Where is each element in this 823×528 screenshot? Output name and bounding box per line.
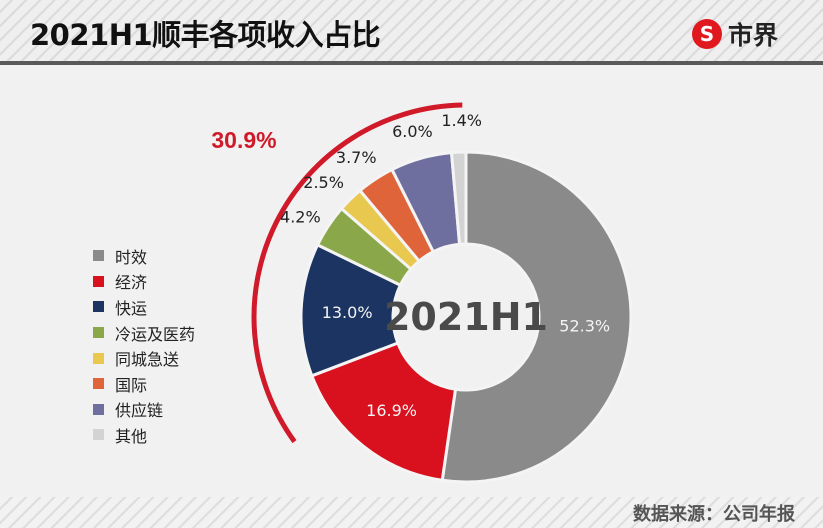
donut-segment <box>449 150 468 246</box>
value-label: 3.7% <box>336 148 377 167</box>
legend-label: 冷运及医药 <box>115 324 196 344</box>
brand-logo: S 市界 <box>692 16 778 52</box>
center-label: 2021H1 <box>384 295 548 339</box>
legend-label: 快运 <box>115 298 148 318</box>
legend-label: 同城急送 <box>115 350 180 370</box>
legend-swatch <box>93 250 104 262</box>
legend-item: 经济 <box>93 269 195 295</box>
donut-segment <box>440 150 633 484</box>
footer-bar <box>0 497 823 528</box>
donut-segment <box>309 341 458 482</box>
logo-text: 市界 <box>728 21 779 50</box>
annotation-label: 30.9% <box>211 127 276 153</box>
header-bar <box>0 0 823 61</box>
page-title: 2021H1顺丰各项收入占比 <box>30 18 381 52</box>
legend-label: 经济 <box>115 273 148 293</box>
legend-swatch <box>93 352 104 364</box>
legend-item: 其他 <box>93 422 195 448</box>
legend-label: 供应链 <box>115 401 164 421</box>
legend-item: 快运 <box>93 294 195 320</box>
data-source: 数据来源：公司年报 <box>633 504 795 525</box>
value-label: 6.0% <box>392 122 433 141</box>
legend-swatch <box>93 301 104 313</box>
legend-item: 供应链 <box>93 397 195 423</box>
legend-swatch <box>93 403 104 415</box>
value-label: 2.5% <box>303 173 344 192</box>
legend-swatch <box>93 378 104 390</box>
legend-label: 其他 <box>115 426 148 446</box>
legend-label: 国际 <box>115 375 148 395</box>
header-divider <box>0 61 823 65</box>
legend-item: 冷运及医药 <box>93 320 195 346</box>
legend: 时效经济快运冷运及医药同城急送国际供应链其他 <box>93 243 195 448</box>
value-label: 1.4% <box>441 111 482 130</box>
value-label: 52.3% <box>559 317 610 336</box>
legend-swatch <box>93 327 104 339</box>
value-label: 4.2% <box>280 208 321 227</box>
value-label: 16.9% <box>366 401 417 420</box>
legend-swatch <box>93 429 104 441</box>
logo-icon: S <box>692 19 722 49</box>
value-labels: 52.3% 16.9% 13.0% 4.2% 2.5% 3.7% 6.0% 1.4% <box>280 111 610 420</box>
donut-segments <box>299 150 633 484</box>
legend-item: 同城急送 <box>93 345 195 371</box>
legend-label: 时效 <box>115 247 148 267</box>
legend-item: 国际 <box>93 371 195 397</box>
legend-item: 时效 <box>93 243 195 269</box>
value-label: 13.0% <box>322 303 373 322</box>
annotation-arc <box>251 102 463 444</box>
legend-swatch <box>93 275 104 287</box>
